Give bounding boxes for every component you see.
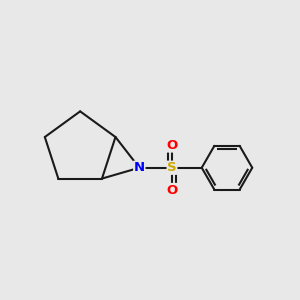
Text: N: N	[134, 161, 145, 174]
Text: S: S	[167, 161, 177, 174]
Text: O: O	[167, 184, 178, 196]
Text: O: O	[167, 139, 178, 152]
